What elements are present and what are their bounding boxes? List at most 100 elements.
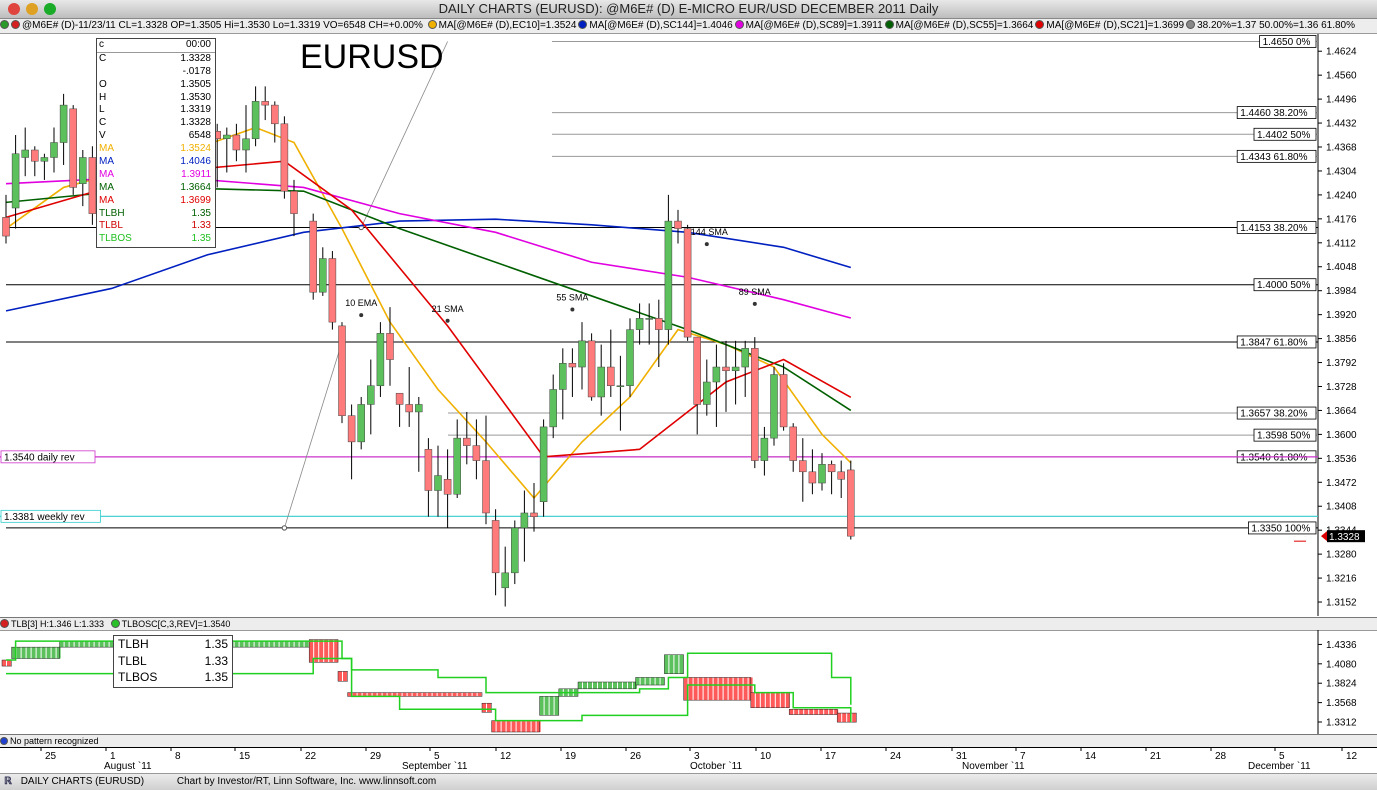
date-tick-label: 17 <box>825 751 837 762</box>
candle-body <box>415 404 423 413</box>
tlbosc-header: TLBOSC[C,3,REV]=1.3540 <box>121 619 231 629</box>
candle-body <box>405 404 413 413</box>
tlb-bar <box>372 692 377 697</box>
price-tick-label: 1.3472 <box>1326 478 1357 489</box>
candle-body <box>338 325 346 416</box>
toggle-dot-icon[interactable] <box>0 619 9 628</box>
candle-body <box>741 348 749 368</box>
candle <box>472 419 481 480</box>
rev-line-label: 1.3381 weekly rev <box>4 512 85 523</box>
ma-toggle-icon[interactable] <box>1035 20 1045 29</box>
tlb-bar <box>633 682 637 689</box>
tlb-bar <box>294 641 299 648</box>
databox-value: 1.3911 <box>181 168 211 180</box>
ma-legend-item: MA[@M6E# (D),SC144]=1.4046 <box>589 20 733 31</box>
fib-level-label: 1.4000 50% <box>1257 280 1310 291</box>
tlb-bar <box>482 703 486 713</box>
candle-body <box>520 512 529 529</box>
candle <box>741 340 749 397</box>
databox-value: 1.3319 <box>180 104 211 116</box>
ma-toggle-icon[interactable] <box>1186 20 1196 29</box>
tlb-tick-label: 1.4336 <box>1326 640 1357 651</box>
ma-toggle-icon[interactable] <box>884 20 894 29</box>
tlb-bar <box>728 677 733 701</box>
fib-level-label: 1.3657 38.20% <box>1240 409 1307 420</box>
toggle-dot-icon[interactable] <box>110 619 120 628</box>
candle <box>338 322 346 424</box>
tlb-bar <box>501 720 506 732</box>
ma-toggle-icon[interactable] <box>427 20 437 29</box>
candle-body <box>328 258 337 323</box>
candle-body <box>847 469 855 537</box>
ma-label: 10 EMA <box>345 298 377 308</box>
month-label: August `11 <box>104 760 152 772</box>
databox-row: MA 1.4046 <box>97 156 215 169</box>
tlb-bar <box>269 641 274 648</box>
tlb-bar <box>733 677 738 701</box>
tlb-tick-label: 1.3312 <box>1326 718 1357 729</box>
tlb-block <box>1 659 12 667</box>
toggle-dot-icon[interactable] <box>11 20 20 29</box>
candle-body <box>827 464 836 473</box>
candle <box>443 449 452 528</box>
fib-label-box <box>1253 428 1317 442</box>
month-label: December `11 <box>1248 760 1311 772</box>
candle-body <box>242 138 250 151</box>
tlb-bar <box>554 696 559 716</box>
ma-toggle-icon[interactable] <box>578 20 588 29</box>
databox-value: 6548 <box>188 130 211 142</box>
fib-anchor-line <box>360 41 448 228</box>
databox-row: O 1.3505 <box>97 79 215 92</box>
candle-body <box>616 385 625 387</box>
tlb-bar <box>377 692 382 697</box>
fib-anchor-point <box>281 525 288 531</box>
databox-row: C 1.3328 <box>97 117 215 130</box>
databox-row: L 1.3319 <box>97 104 215 117</box>
tlb-block <box>788 709 839 715</box>
tlb-box-key: TLBOS <box>118 670 158 684</box>
candle <box>261 86 269 121</box>
ma-label-dot <box>704 242 709 247</box>
price-tick-label: 1.3536 <box>1326 454 1357 465</box>
zoom-button[interactable] <box>44 3 56 15</box>
tlb-bar <box>708 677 713 701</box>
close-button[interactable] <box>8 3 20 15</box>
databox-row: H 1.3530 <box>97 92 215 105</box>
pattern-dot-icon[interactable] <box>0 737 8 745</box>
date-tick-label: 12 <box>1346 751 1358 762</box>
price-tick-label: 1.4432 <box>1326 119 1357 130</box>
tlb-bar <box>834 709 839 715</box>
price-tick-label: 1.3664 <box>1326 406 1357 417</box>
candle <box>530 483 538 532</box>
candle <box>309 213 317 300</box>
candle <box>251 86 260 147</box>
ma-toggle-icon[interactable] <box>734 20 744 29</box>
ma-legend-item: MA[@M6E# (D),SC21]=1.3699 <box>1046 20 1185 31</box>
tlb-bar <box>239 641 244 648</box>
ma-label: 89 SMA <box>739 287 771 297</box>
tlb-bar <box>526 720 531 732</box>
candle-body <box>319 258 327 293</box>
toggle-dot-icon[interactable] <box>0 20 9 29</box>
tlb-bar <box>21 647 26 659</box>
candle <box>559 348 567 420</box>
price-summary: @M6E# (D)-11/23/11 CL=1.3328 OP=1.3505 H… <box>22 20 423 31</box>
tlb-bar <box>650 677 655 686</box>
tlb-bar <box>59 641 64 648</box>
candle <box>731 340 740 405</box>
tlb-bar <box>367 692 372 697</box>
candle <box>501 546 509 607</box>
candle-body <box>770 374 778 439</box>
fib-level-label: 1.4153 38.20% <box>1240 223 1307 234</box>
tlb-bar <box>402 692 407 697</box>
databox-key: O <box>99 78 107 90</box>
tlb-block <box>337 671 348 682</box>
tlb-bar <box>603 682 607 689</box>
ma-legend: MA[@M6E# (D),EC10]=1.3524 MA[@M6E# (D),SC… <box>427 20 1357 31</box>
ma-label: 55 SMA <box>556 293 588 303</box>
lower-pane-header: TLB[3] H:1.346 L:1.333 TLBOSC[C,3,REV]=1… <box>0 617 1377 631</box>
candle-body <box>79 157 87 184</box>
ma-label-dot <box>359 313 364 318</box>
tlb-bar <box>41 647 46 659</box>
minimize-button[interactable] <box>26 3 38 15</box>
